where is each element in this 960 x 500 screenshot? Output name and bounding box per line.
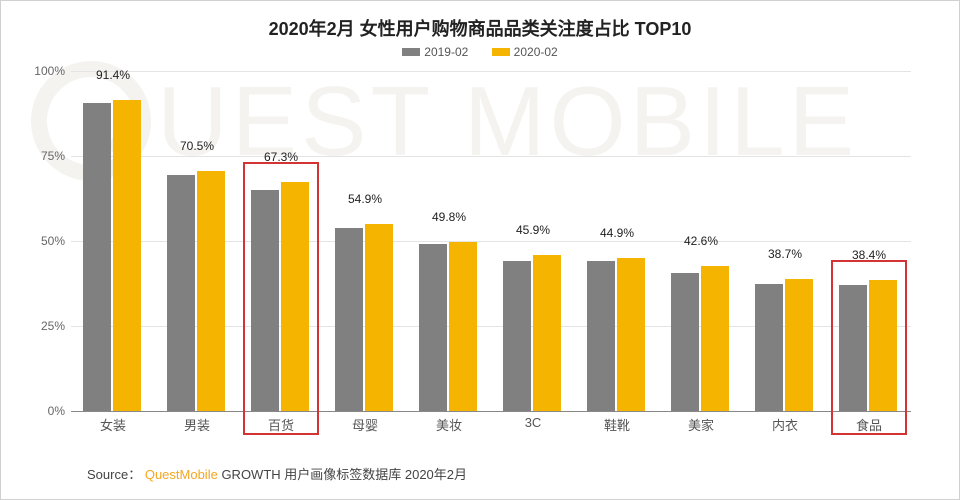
legend: 2019-02 2020-02 (1, 45, 959, 59)
source-brand: QuestMobile (145, 467, 218, 482)
category-label: 男装 (155, 415, 239, 434)
bar-2020 (365, 224, 393, 411)
bar-2020 (869, 280, 897, 411)
grid-line (71, 71, 911, 72)
bar-2019 (755, 284, 783, 412)
category-label: 鞋靴 (575, 415, 659, 434)
legend-swatch-2020 (492, 48, 510, 56)
source-rest: GROWTH 用户画像标签数据库 2020年2月 (221, 467, 467, 482)
bar-2020 (701, 266, 729, 411)
source-line: Source： QuestMobile GROWTH 用户画像标签数据库 202… (87, 464, 467, 483)
bar-2020 (113, 100, 141, 411)
category-label: 内衣 (743, 415, 827, 434)
legend-swatch-2019 (402, 48, 420, 56)
legend-label-2020: 2020-02 (514, 45, 558, 59)
category-label: 美妆 (407, 415, 491, 434)
y-axis-label: 25% (29, 319, 65, 333)
legend-item-2020: 2020-02 (492, 45, 558, 59)
chart-area: 0%25%50%75%100%91.4%女装70.5%男装67.3%百货54.9… (71, 71, 911, 431)
value-label: 45.9% (491, 223, 575, 239)
bar-2019 (671, 273, 699, 411)
category-label: 食品 (827, 415, 911, 434)
bar-2020 (617, 258, 645, 411)
bar-2019 (251, 190, 279, 411)
bar-2019 (503, 261, 531, 411)
y-axis-label: 0% (29, 404, 65, 418)
category-label: 母婴 (323, 415, 407, 434)
plot-area: 0%25%50%75%100%91.4%女装70.5%男装67.3%百货54.9… (71, 71, 911, 411)
bar-2019 (839, 285, 867, 411)
bar-2019 (167, 175, 195, 411)
bar-2019 (335, 228, 363, 411)
value-label: 54.9% (323, 192, 407, 208)
legend-label-2019: 2019-02 (424, 45, 468, 59)
category-label: 女装 (71, 415, 155, 434)
category-label: 3C (491, 415, 575, 430)
value-label: 67.3% (239, 150, 323, 166)
x-axis-line (71, 411, 911, 412)
bar-2019 (419, 244, 447, 411)
bar-2020 (197, 171, 225, 411)
category-label: 百货 (239, 415, 323, 434)
value-label: 49.8% (407, 210, 491, 226)
value-label: 38.7% (743, 247, 827, 263)
value-label: 38.4% (827, 248, 911, 264)
bar-2020 (785, 279, 813, 411)
bar-2020 (281, 182, 309, 411)
bar-2020 (533, 255, 561, 411)
value-label: 91.4% (71, 68, 155, 84)
source-prefix: Source： (87, 467, 141, 482)
grid-line (71, 156, 911, 157)
y-axis-label: 50% (29, 234, 65, 248)
value-label: 42.6% (659, 234, 743, 250)
category-label: 美家 (659, 415, 743, 434)
value-label: 70.5% (155, 139, 239, 155)
chart-title: 2020年2月 女性用户购物商品品类关注度占比 TOP10 (1, 15, 959, 41)
y-axis-label: 75% (29, 149, 65, 163)
legend-item-2019: 2019-02 (402, 45, 468, 59)
value-label: 44.9% (575, 226, 659, 242)
bar-2019 (83, 103, 111, 411)
bar-2019 (587, 261, 615, 411)
bar-2020 (449, 242, 477, 411)
y-axis-label: 100% (29, 64, 65, 78)
